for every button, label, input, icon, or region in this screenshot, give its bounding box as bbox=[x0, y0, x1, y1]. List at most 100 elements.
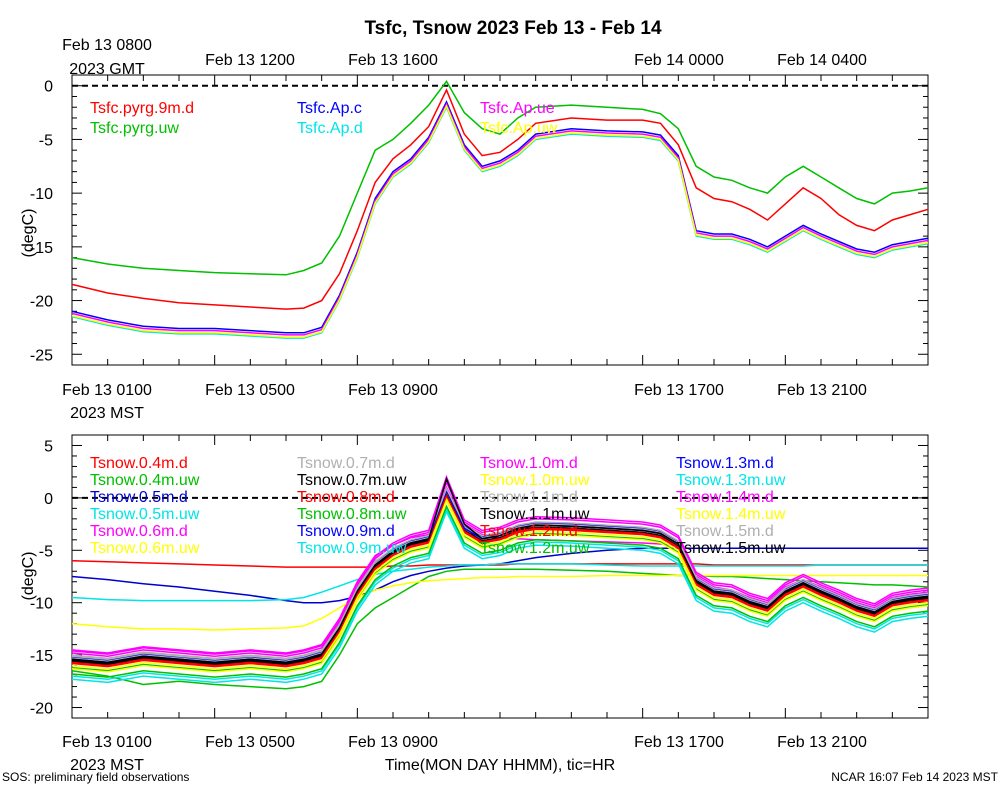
y-tick-label: 0 bbox=[44, 79, 53, 96]
mst-timezone-label: 2023 MST bbox=[70, 405, 144, 422]
legend-entry-tsnow-0-9m-uw: Tsnow.0.9m.uw bbox=[297, 540, 407, 557]
gmt-tick-label-1: Feb 13 1200 bbox=[205, 52, 295, 69]
series-line-tsnow-1-0m-uw bbox=[71, 496, 929, 670]
mst-tick-label-4: Feb 13 2100 bbox=[777, 382, 867, 399]
gmt-timezone-label: 2023 GMT bbox=[69, 61, 145, 78]
legend-entry-tsnow-0-7m-d: Tsnow.0.7m.d bbox=[297, 455, 395, 472]
legend-entry-tsnow-1-4m-d: Tsnow.1.4m.d bbox=[676, 489, 774, 506]
series-line-tsnow-1-1m-d bbox=[71, 489, 929, 663]
y-tick-label: -15 bbox=[30, 648, 53, 665]
y-tick-label: -25 bbox=[30, 347, 53, 364]
legend-entry-tsfc-ap-ue: Tsfc.Ap.ue bbox=[480, 100, 555, 117]
mst-tick-labels-middle: Feb 13 0100 2023 MST Feb 13 0500 Feb 13 … bbox=[62, 382, 867, 422]
y-tick-label: -10 bbox=[30, 186, 53, 203]
series-line-tsnow-0-9m-d bbox=[71, 487, 929, 662]
gmt-tick-label-2: Feb 13 1600 bbox=[348, 52, 438, 69]
legend-entry-tsnow-1-5m-d: Tsnow.1.5m.d bbox=[676, 523, 774, 540]
mst-bottom-timezone-label: 2023 MST bbox=[70, 757, 144, 774]
series-line-tsnow-0-8m-uw bbox=[71, 498, 929, 672]
legend-entry-tsnow-0-9m-d: Tsnow.0.9m.d bbox=[297, 523, 395, 540]
y-tick-label: 5 bbox=[44, 438, 53, 455]
series-line-tsnow-0-6m-uw bbox=[71, 574, 928, 631]
mst-tick-labels-bottom: Feb 13 0100 2023 MST Feb 13 0500 Feb 13 … bbox=[62, 734, 867, 774]
series-line-tsnow-1-2m-d bbox=[71, 493, 929, 667]
legend-entry-tsfc-ap-uw: Tsfc.Ap.uw bbox=[480, 120, 558, 137]
mst-bottom-tick-label-2: Feb 13 0900 bbox=[348, 734, 438, 751]
tsnow-legend: Tsnow.0.4m.dTsnow.0.4m.uwTsnow.0.5m.dTsn… bbox=[90, 455, 786, 557]
legend-entry-tsnow-1-0m-uw: Tsnow.1.0m.uw bbox=[480, 472, 590, 489]
footer-right-note: NCAR 16:07 Feb 14 2023 MST bbox=[831, 770, 998, 784]
legend-entry-tsnow-1-2m-uw: Tsnow.1.2m.uw bbox=[480, 540, 590, 557]
tsnow-y-axis-label: (degC) bbox=[20, 552, 37, 601]
legend-entry-tsfc-ap-c: Tsfc.Ap.c bbox=[297, 100, 362, 117]
series-line-tsnow-1-1m-uw bbox=[71, 492, 929, 666]
legend-entry-tsnow-1-1m-uw: Tsnow.1.1m.uw bbox=[480, 506, 590, 523]
legend-entry-tsnow-0-6m-uw: Tsnow.0.6m.uw bbox=[90, 540, 200, 557]
chart-title: Tsfc, Tsnow 2023 Feb 13 - Feb 14 bbox=[364, 18, 661, 39]
series-line-tsnow-0-9m-uw bbox=[71, 506, 929, 680]
legend-entry-tsnow-1-5m-uw: Tsnow.1.5m.uw bbox=[676, 540, 786, 557]
mst-tick-label-2: Feb 13 0900 bbox=[348, 382, 438, 399]
y-tick-label: -20 bbox=[30, 701, 53, 718]
legend-entry-tsnow-0-4m-uw: Tsnow.0.4m.uw bbox=[90, 472, 200, 489]
legend-entry-tsnow-1-2m-d: Tsnow.1.2m.d bbox=[480, 523, 578, 540]
series-line-tsnow-1-5m-uw bbox=[71, 476, 929, 664]
series-line-tsnow-0-5m-uw bbox=[71, 563, 928, 602]
series-line-tsnow-0-8m-d bbox=[71, 493, 929, 668]
tsnow-series-lines bbox=[71, 474, 929, 690]
series-line-tsnow-1-5m-d bbox=[71, 486, 929, 661]
legend-entry-tsfc-pyrg-uw: Tsfc.pyrg.uw bbox=[90, 120, 179, 137]
legend-entry-tsnow-0-5m-d: Tsnow.0.5m.d bbox=[90, 489, 188, 506]
y-tick-label: -15 bbox=[30, 240, 53, 257]
legend-entry-tsnow-1-4m-uw: Tsnow.1.4m.uw bbox=[676, 506, 786, 523]
legend-entry-tsfc-ap-d: Tsfc.Ap.d bbox=[297, 120, 363, 137]
legend-entry-tsnow-0-5m-uw: Tsnow.0.5m.uw bbox=[90, 506, 200, 523]
gmt-tick-label-3: Feb 14 0000 bbox=[634, 52, 724, 69]
tsfc-panel: 0-5-10-15-20-25 Tsfc.pyrg.9m.dTsfc.pyrg.… bbox=[20, 74, 929, 366]
y-tick-label: -5 bbox=[39, 132, 53, 149]
tsfc-y-tick-labels: 0 -5 -10 -15 -20 -25 bbox=[30, 79, 53, 365]
legend-entry-tsnow-0-4m-d: Tsnow.0.4m.d bbox=[90, 455, 188, 472]
legend-entry-tsnow-0-8m-uw: Tsnow.0.8m.uw bbox=[297, 506, 407, 523]
mst-tick-label-0: Feb 13 0100 bbox=[62, 382, 152, 399]
x-axis-label: Time(MON DAY HHMM), tic=HR bbox=[385, 757, 615, 774]
y-tick-label: 0 bbox=[44, 491, 53, 508]
series-line-tsnow-1-0m-d bbox=[71, 480, 929, 657]
tsfc-y-axis-label: (degC) bbox=[20, 209, 37, 258]
gmt-tick-label-4: Feb 14 0400 bbox=[777, 52, 867, 69]
series-line-tsnow-0-5m-d bbox=[71, 547, 928, 604]
series-line-tsfc-pyrg-uw bbox=[71, 80, 929, 276]
series-line-tsfc-ap-d bbox=[71, 105, 929, 339]
tsnow-panel: 50-5-10-15-20 Tsnow.0.4m.dTsnow.0.4m.uwT… bbox=[20, 434, 929, 719]
gmt-tick-labels: Feb 13 0800 2023 GMT Feb 13 1200 Feb 13 … bbox=[62, 37, 867, 78]
mst-tick-label-3: Feb 13 1700 bbox=[634, 382, 724, 399]
y-tick-label: -20 bbox=[30, 294, 53, 311]
legend-entry-tsnow-1-0m-d: Tsnow.1.0m.d bbox=[480, 455, 578, 472]
series-line-tsnow-1-2m-uw bbox=[71, 504, 929, 678]
series-line-tsfc-ap-uw bbox=[71, 104, 929, 338]
legend-entry-tsnow-1-1m-d: Tsnow.1.1m.d bbox=[480, 489, 578, 506]
mst-bottom-tick-label-3: Feb 13 1700 bbox=[634, 734, 724, 751]
mst-bottom-tick-label-4: Feb 13 2100 bbox=[777, 734, 867, 751]
series-line-tsnow-1-4m-uw bbox=[71, 499, 929, 673]
legend-entry-tsnow-1-3m-uw: Tsnow.1.3m.uw bbox=[676, 472, 786, 489]
tsfc-legend: Tsfc.pyrg.9m.d Tsfc.pyrg.uw Tsfc.Ap.c Tsfc.… bbox=[90, 100, 558, 137]
legend-entry-tsnow-0-8m-d: Tsnow.0.8m.d bbox=[297, 489, 395, 506]
series-line-tsnow-1-4m-d bbox=[71, 474, 929, 655]
y-tick-label: -10 bbox=[30, 596, 53, 613]
series-line-tsfc-pyrg-9m-d bbox=[71, 88, 929, 310]
legend-entry-tsnow-0-6m-d: Tsnow.0.6m.d bbox=[90, 523, 188, 540]
legend-entry-tsnow-1-3m-d: Tsnow.1.3m.d bbox=[676, 455, 774, 472]
mst-bottom-tick-label-0: Feb 13 0100 bbox=[62, 734, 152, 751]
legend-entry-tsnow-0-7m-uw: Tsnow.0.7m.uw bbox=[297, 472, 407, 489]
series-line-tsnow-1-3m-uw bbox=[71, 509, 929, 684]
series-line-tsfc-ap-ue bbox=[71, 102, 929, 336]
mst-tick-label-1: Feb 13 0500 bbox=[205, 382, 295, 399]
tsfc-series-lines bbox=[71, 80, 929, 339]
footer-left-note: SOS: preliminary field observations bbox=[2, 770, 189, 784]
y-tick-label: -5 bbox=[39, 543, 53, 560]
mst-bottom-tick-label-1: Feb 13 0500 bbox=[205, 734, 295, 751]
legend-entry-tsfc-pyrg-9m-d: Tsfc.pyrg.9m.d bbox=[90, 100, 194, 117]
gmt-tick-label-0: Feb 13 0800 bbox=[62, 37, 152, 54]
